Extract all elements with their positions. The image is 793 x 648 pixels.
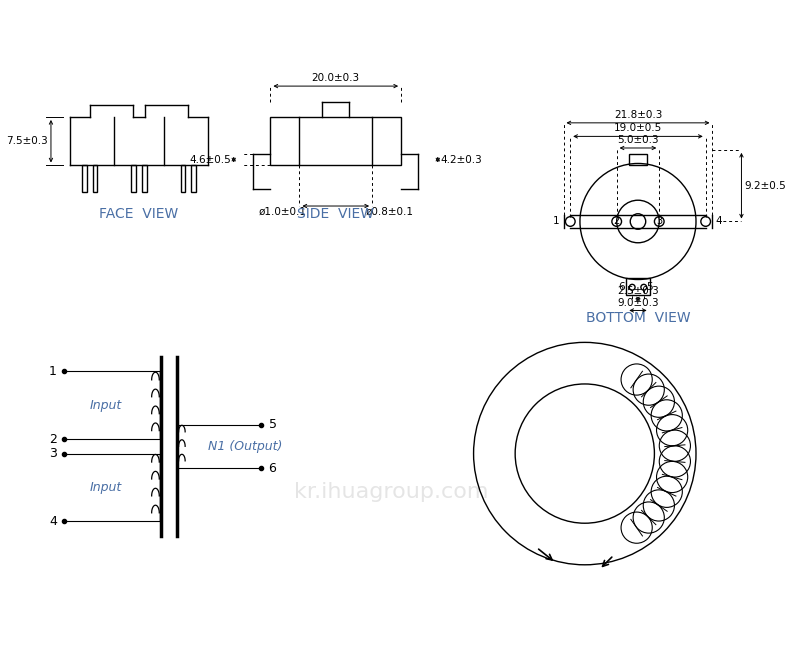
Text: 5: 5 [646, 283, 653, 292]
Text: ø0.8±0.1: ø0.8±0.1 [366, 207, 413, 217]
Text: N1 (Output): N1 (Output) [208, 440, 282, 453]
Text: 6: 6 [269, 461, 277, 474]
Text: 4: 4 [49, 515, 57, 527]
Text: 5: 5 [269, 418, 277, 431]
Bar [82, 165, 86, 192]
Text: 7.5±0.3: 7.5±0.3 [6, 136, 48, 146]
Text: 20.0±0.3: 20.0±0.3 [312, 73, 360, 83]
Bar [270, 117, 401, 165]
Text: 21.8±0.3: 21.8±0.3 [614, 110, 662, 120]
Bar [142, 165, 147, 192]
Text: 4.6±0.5: 4.6±0.5 [189, 155, 231, 165]
Bar [93, 165, 98, 192]
Text: 4.2±0.3: 4.2±0.3 [441, 155, 482, 165]
Text: 3: 3 [49, 447, 57, 460]
Text: ø1.0±0.1: ø1.0±0.1 [258, 207, 306, 217]
Text: 2.5±0.3: 2.5±0.3 [617, 286, 659, 296]
Text: 1: 1 [49, 365, 57, 378]
Bar [181, 165, 186, 192]
Text: 19.0±0.5: 19.0±0.5 [614, 124, 662, 133]
Text: 6: 6 [618, 283, 624, 292]
Text: 9.0±0.3: 9.0±0.3 [617, 297, 659, 308]
Bar [630, 154, 646, 165]
Text: 3: 3 [656, 216, 662, 227]
Text: 1: 1 [553, 216, 560, 227]
Text: Input: Input [90, 399, 122, 411]
Bar [626, 277, 649, 295]
Text: FACE  VIEW: FACE VIEW [99, 207, 178, 221]
Text: kr.ihuagroup.com: kr.ihuagroup.com [294, 482, 488, 502]
Text: 4: 4 [715, 216, 722, 227]
Text: Input: Input [90, 481, 122, 494]
Text: 5.0±0.3: 5.0±0.3 [617, 135, 659, 145]
Text: 2: 2 [49, 433, 57, 446]
Text: 9.2±0.5: 9.2±0.5 [745, 181, 786, 191]
Bar [191, 165, 196, 192]
Text: BOTTOM  VIEW: BOTTOM VIEW [586, 311, 690, 325]
Text: SIDE  VIEW: SIDE VIEW [297, 207, 374, 221]
Text: 2: 2 [614, 216, 620, 227]
Bar [131, 165, 136, 192]
